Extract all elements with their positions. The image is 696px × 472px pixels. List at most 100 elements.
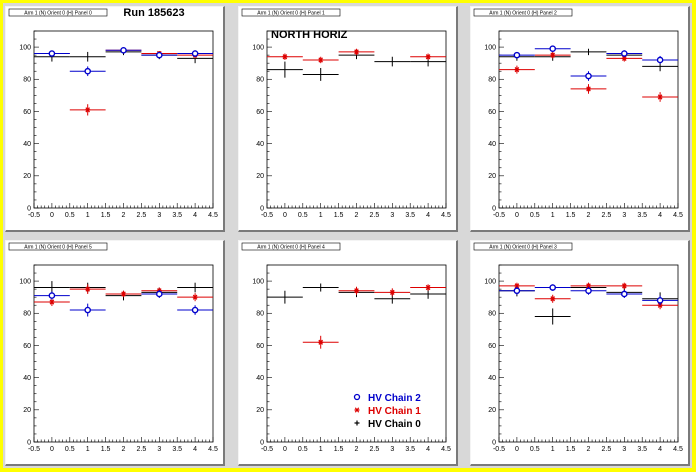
legend: HV Chain 2 HV Chain 1 HV Chain 0 xyxy=(353,393,421,430)
x-tick-label: 3.5 xyxy=(172,212,182,219)
data-point xyxy=(570,48,607,56)
data-point xyxy=(410,53,446,60)
panel-4-plot[interactable]: Arm 1 (N) Orient 0 (H) Panel 4 0 20 40 60 80 1… xyxy=(238,240,458,466)
data-marker xyxy=(48,50,56,57)
series-hv-chain-2 xyxy=(499,284,678,306)
x-tick-label: -0.5 xyxy=(28,212,40,219)
data-marker xyxy=(514,283,520,289)
series-hv-chain-2 xyxy=(34,47,213,77)
data-point xyxy=(338,286,375,295)
panel-2-plot[interactable]: Arm 1 (N) Orient 0 (H) Panel 2 0 20 40 60 80 1… xyxy=(470,6,690,232)
x-tick-label: 0.5 xyxy=(65,446,75,453)
y-tick-label: 0 xyxy=(27,205,31,212)
panel-0-plot[interactable]: Arm 1 (N) Orient 0 (H) Panel 0 0 20 40 60 80 1… xyxy=(5,6,225,232)
data-point xyxy=(499,65,535,74)
panel-title-box xyxy=(473,8,573,17)
plot-frame xyxy=(498,30,679,209)
panel-5-plot[interactable]: Arm 1 (N) Orient 0 (H) Panel 5 0 20 40 60 80 1… xyxy=(5,240,225,466)
panel-title-box xyxy=(241,242,341,251)
data-marker xyxy=(85,107,91,113)
data-marker xyxy=(84,306,91,314)
data-marker xyxy=(513,287,521,295)
series-hv-chain-1 xyxy=(499,282,678,310)
x-tick-label: 2 xyxy=(587,212,591,219)
x-tick-label: 4 xyxy=(426,212,430,219)
x-tick-label: 2.5 xyxy=(137,446,147,453)
plot-svg: Arm 1 (N) Orient 0 (H) Panel 40204060801… xyxy=(241,242,451,453)
data-point xyxy=(570,286,607,295)
data-point xyxy=(267,290,303,304)
x-tick-label: 3.5 xyxy=(637,446,647,453)
y-tick-label: 40 xyxy=(23,375,31,382)
data-point xyxy=(105,290,142,298)
data-point xyxy=(69,51,106,62)
data-point xyxy=(302,283,339,292)
y-tick-label: 40 xyxy=(256,375,264,382)
data-point xyxy=(534,51,571,59)
panel-title-box xyxy=(241,8,341,17)
data-marker xyxy=(621,55,627,61)
data-marker xyxy=(425,284,431,291)
x-tick-label: 0 xyxy=(515,446,519,453)
data-point xyxy=(177,282,213,293)
data-marker xyxy=(48,292,56,299)
x-tick-label: -0.5 xyxy=(493,446,505,453)
x-tick-label: 2.5 xyxy=(602,212,612,219)
data-marker xyxy=(191,50,199,57)
x-tick-label: 0.5 xyxy=(298,212,308,219)
panel-title-box xyxy=(473,242,573,251)
x-tick-label: 2.5 xyxy=(602,446,612,453)
panel-title: Arm 1 (N) Orient 0 (H) Panel 5 xyxy=(24,244,92,250)
x-tick-label: 0.5 xyxy=(530,446,540,453)
y-tick-label: 80 xyxy=(23,311,31,318)
data-point xyxy=(267,61,303,78)
data-point xyxy=(534,45,571,53)
x-tick-label: 1 xyxy=(319,212,323,219)
x-tick-label: 0.5 xyxy=(65,212,75,219)
x-tick-label: 2 xyxy=(355,212,359,219)
data-marker xyxy=(425,54,431,60)
panel-3-plot[interactable]: Arm 1 (N) Orient 0 (H) Panel 3 0 20 40 60 80 1… xyxy=(470,240,690,466)
x-tick-label: 2 xyxy=(122,212,126,219)
y-tick-label: 100 xyxy=(252,44,264,51)
y-tick-label: 60 xyxy=(488,109,496,116)
x-tick-label: 3 xyxy=(157,446,161,453)
data-point xyxy=(267,53,303,60)
data-marker xyxy=(318,57,324,63)
x-tick-label: 4 xyxy=(658,446,662,453)
data-point xyxy=(105,47,142,54)
data-point xyxy=(177,293,213,302)
data-point xyxy=(302,335,339,349)
x-tick-label: 3 xyxy=(390,212,394,219)
series-hv-chain-0 xyxy=(267,51,446,81)
data-marker xyxy=(191,306,199,314)
y-tick-label: 80 xyxy=(23,77,31,84)
x-tick-label: 1.5 xyxy=(334,212,344,219)
plot-svg: Arm 1 (N) Orient 0 (H) Panel 20204060801… xyxy=(473,8,683,219)
data-marker xyxy=(49,299,55,305)
legend-circle-icon xyxy=(353,393,361,401)
x-tick-label: 4 xyxy=(658,212,662,219)
x-tick-label: 4 xyxy=(193,212,197,219)
y-tick-label: 40 xyxy=(488,141,496,148)
y-tick-label: 60 xyxy=(488,343,496,350)
data-point xyxy=(410,284,446,291)
x-tick-label: -0.5 xyxy=(28,446,40,453)
y-tick-label: 40 xyxy=(23,141,31,148)
x-tick-label: 1 xyxy=(551,212,555,219)
x-tick-label: 4.5 xyxy=(208,446,218,453)
legend-star-icon xyxy=(354,407,360,413)
series-hv-chain-2 xyxy=(34,289,213,317)
data-point xyxy=(302,68,339,81)
data-marker xyxy=(514,67,520,73)
panel-1-plot[interactable]: Arm 1 (N) Orient 0 (H) Panel 1 0 20 40 60 80 1… xyxy=(238,6,458,232)
data-point xyxy=(606,289,643,298)
legend-row-chain0: HV Chain 0 xyxy=(354,419,421,430)
data-point xyxy=(34,291,70,300)
series-hv-chain-1 xyxy=(302,284,446,349)
y-tick-label: 100 xyxy=(484,278,496,285)
x-tick-label: 4.5 xyxy=(208,212,218,219)
y-tick-label: 40 xyxy=(488,375,496,382)
x-tick-label: 3 xyxy=(157,212,161,219)
y-tick-label: 60 xyxy=(256,343,264,350)
